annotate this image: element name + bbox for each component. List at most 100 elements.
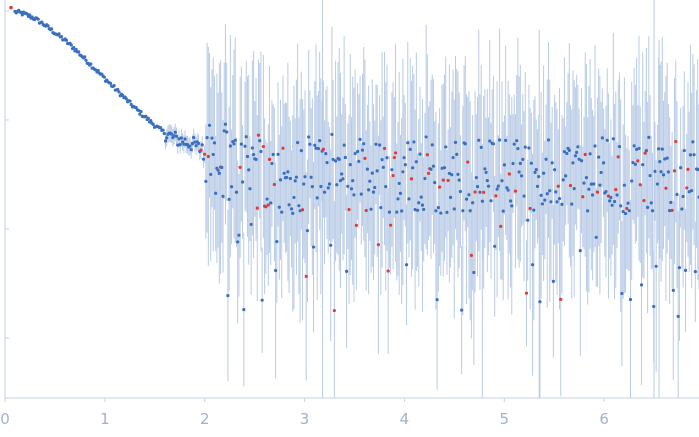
data-point <box>649 201 653 205</box>
data-point <box>182 142 186 146</box>
data-point <box>64 38 68 42</box>
data-point <box>489 199 493 203</box>
data-point <box>608 199 612 203</box>
data-point <box>315 196 319 200</box>
data-point <box>327 182 332 186</box>
data-point <box>286 170 290 174</box>
data-point <box>249 222 253 227</box>
data-point <box>696 167 699 172</box>
outlier-point <box>261 144 265 149</box>
data-point <box>310 184 314 189</box>
data-point <box>688 153 693 157</box>
data-point <box>83 55 87 59</box>
data-point <box>484 170 488 175</box>
outlier-point <box>616 155 620 159</box>
data-point <box>136 108 141 112</box>
data-point <box>610 203 614 207</box>
data-point <box>285 175 289 180</box>
data-point <box>151 122 155 126</box>
data-point <box>390 168 394 172</box>
data-point <box>562 150 566 154</box>
data-point <box>277 205 281 209</box>
data-point <box>414 160 418 164</box>
data-point <box>646 205 650 209</box>
data-point <box>214 191 218 195</box>
data-point <box>693 270 697 274</box>
data-point <box>597 155 601 159</box>
data-point <box>236 240 240 244</box>
data-point <box>28 13 32 17</box>
data-point <box>254 157 258 161</box>
data-point <box>233 138 237 142</box>
data-point <box>512 142 516 146</box>
data-point <box>455 152 459 156</box>
data-point <box>226 293 230 298</box>
data-point <box>475 185 480 189</box>
outlier-point <box>238 165 242 169</box>
data-point <box>348 163 352 167</box>
data-point <box>447 171 451 176</box>
data-point <box>193 140 197 144</box>
data-point <box>319 184 323 189</box>
data-point <box>287 203 291 207</box>
data-point <box>601 161 606 165</box>
data-point <box>575 150 579 154</box>
outlier-point <box>199 148 203 152</box>
data-point <box>163 139 168 143</box>
data-point <box>239 142 243 146</box>
data-point <box>265 197 269 201</box>
data-point <box>201 157 206 161</box>
outlier-point <box>672 169 677 173</box>
data-point <box>207 123 212 127</box>
data-point <box>653 169 657 173</box>
data-point <box>398 191 403 196</box>
data-point <box>337 157 341 161</box>
data-point <box>291 211 295 215</box>
data-point <box>515 139 519 143</box>
outlier-point <box>203 152 207 156</box>
outlier-point <box>494 194 498 198</box>
data-point <box>500 179 504 183</box>
data-point <box>271 152 275 157</box>
data-point <box>692 153 696 157</box>
x-tick-label: 3 <box>300 410 310 428</box>
outlier-point <box>332 308 336 313</box>
data-point <box>623 211 628 216</box>
data-point <box>343 155 347 160</box>
outlier-point <box>559 297 563 301</box>
data-point <box>102 75 106 79</box>
data-point <box>676 314 680 318</box>
data-point <box>179 136 184 140</box>
data-point <box>204 179 208 183</box>
data-point <box>630 179 634 183</box>
data-point <box>626 201 630 205</box>
data-point <box>666 170 671 174</box>
data-point <box>247 168 251 172</box>
data-point <box>474 176 478 180</box>
data-point <box>340 172 344 176</box>
data-point <box>564 174 568 178</box>
data-point <box>648 174 652 178</box>
outlier-point <box>466 160 470 164</box>
data-point <box>452 207 456 211</box>
data-point <box>227 197 231 201</box>
data-point <box>408 147 412 151</box>
data-point <box>407 197 411 201</box>
data-point <box>467 193 471 197</box>
error-bars <box>164 0 699 398</box>
data-point <box>183 137 187 141</box>
data-point <box>647 135 651 139</box>
data-point <box>620 291 624 296</box>
data-point <box>305 229 310 233</box>
data-point <box>457 178 461 182</box>
data-point <box>116 87 120 92</box>
data-point <box>387 210 392 214</box>
data-point <box>533 170 537 174</box>
data-point <box>511 161 515 166</box>
data-point <box>318 139 322 143</box>
data-point <box>341 177 345 181</box>
outlier-point <box>685 186 689 190</box>
data-point <box>417 201 421 205</box>
data-point <box>508 199 513 203</box>
data-point <box>541 171 546 175</box>
